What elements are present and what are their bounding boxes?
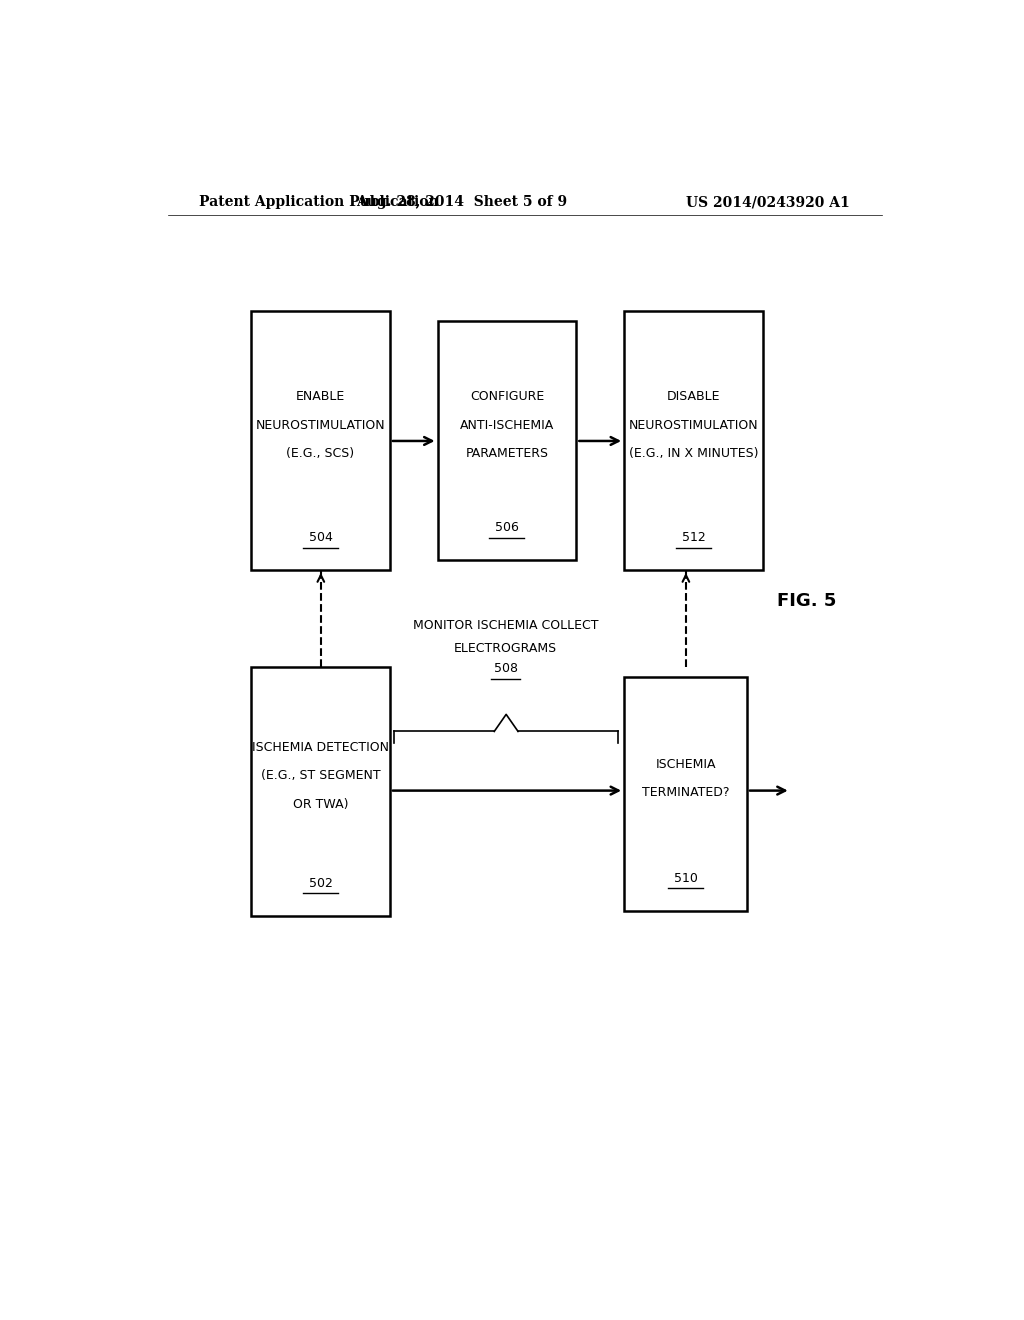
Text: ENABLE: ENABLE [296,391,345,403]
Bar [624,677,748,911]
Text: TERMINATED?: TERMINATED? [642,787,729,799]
Text: Patent Application Publication: Patent Application Publication [200,195,439,209]
Text: ISCHEMIA DETECTION: ISCHEMIA DETECTION [252,741,389,754]
Text: 502: 502 [308,876,333,890]
Text: 506: 506 [495,521,519,533]
Text: PARAMETERS: PARAMETERS [466,447,549,461]
Bar [251,667,390,916]
Bar [251,312,390,570]
Text: Aug. 28, 2014  Sheet 5 of 9: Aug. 28, 2014 Sheet 5 of 9 [355,195,567,209]
Text: ANTI-ISCHEMIA: ANTI-ISCHEMIA [460,418,554,432]
Text: DISABLE: DISABLE [667,391,720,403]
Text: (E.G., IN X MINUTES): (E.G., IN X MINUTES) [629,447,758,461]
Text: (E.G., ST SEGMENT: (E.G., ST SEGMENT [261,770,380,783]
Text: ELECTROGRAMS: ELECTROGRAMS [455,642,557,655]
Bar [624,312,763,570]
Text: 508: 508 [494,663,518,675]
Text: (E.G., SCS): (E.G., SCS) [287,447,354,461]
Text: ISCHEMIA: ISCHEMIA [655,758,716,771]
Text: NEUROSTIMULATION: NEUROSTIMULATION [256,418,385,432]
Text: 504: 504 [308,531,333,544]
Text: FIG. 5: FIG. 5 [777,591,837,610]
Text: NEUROSTIMULATION: NEUROSTIMULATION [629,418,758,432]
Text: CONFIGURE: CONFIGURE [470,391,544,403]
Text: MONITOR ISCHEMIA COLLECT: MONITOR ISCHEMIA COLLECT [413,619,598,632]
Text: 510: 510 [674,871,697,884]
Text: OR TWA): OR TWA) [293,797,348,810]
Text: US 2014/0243920 A1: US 2014/0243920 A1 [686,195,850,209]
Text: 512: 512 [682,531,706,544]
Bar [437,321,577,560]
